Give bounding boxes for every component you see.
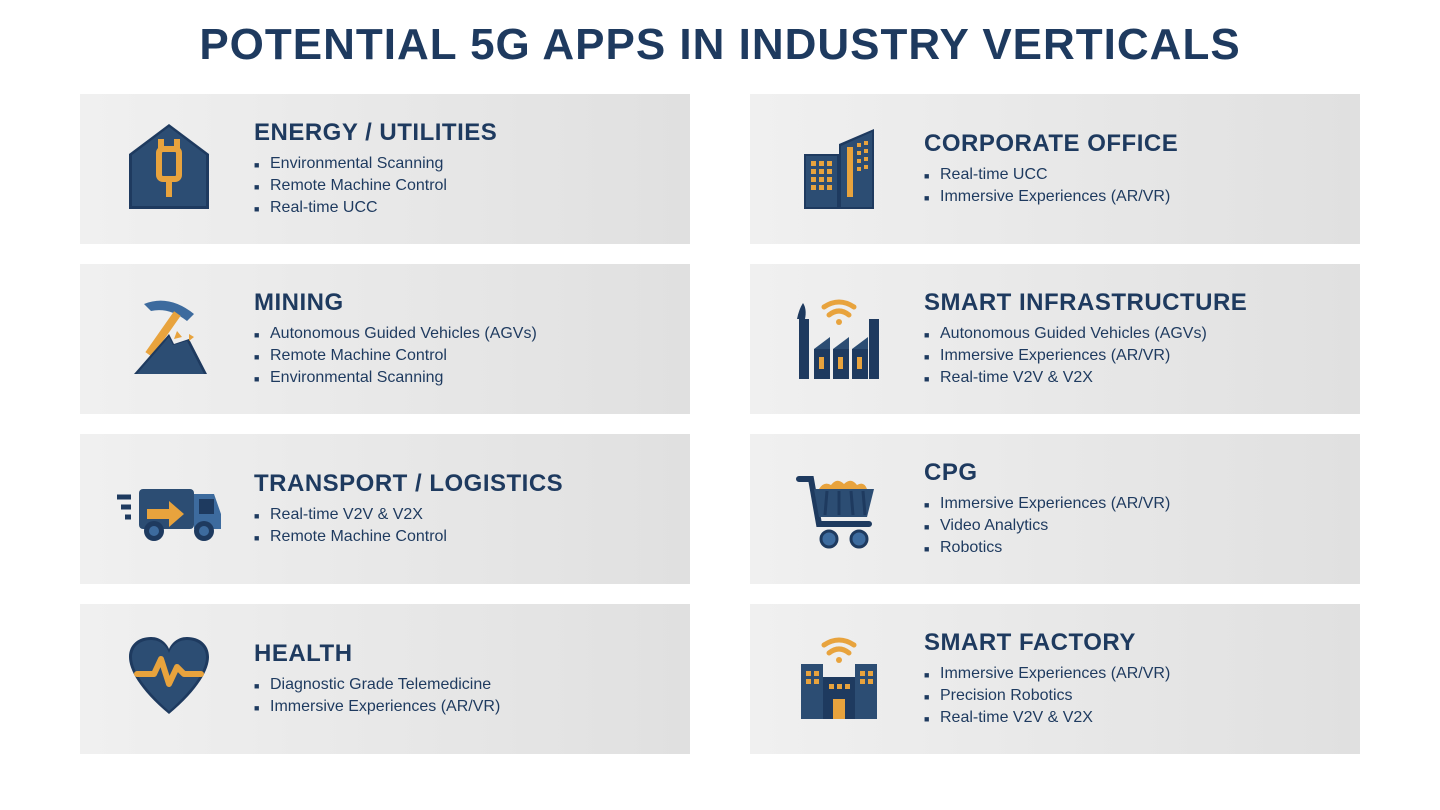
card-bullets: Autonomous Guided Vehicles (AGVs) Immers…: [924, 323, 1336, 389]
bullet: Immersive Experiences (AR/VR): [924, 345, 1336, 367]
card-health: HEALTH Diagnostic Grade Telemedicine Imm…: [80, 604, 690, 754]
card-bullets: Immersive Experiences (AR/VR) Video Anal…: [924, 493, 1336, 559]
bullet: Immersive Experiences (AR/VR): [924, 186, 1336, 208]
card-cpg: CPG Immersive Experiences (AR/VR) Video …: [750, 434, 1360, 584]
bullet: Environmental Scanning: [254, 367, 666, 389]
card-title: MINING: [254, 289, 666, 317]
card-bullets: Immersive Experiences (AR/VR) Precision …: [924, 663, 1336, 729]
card-title: SMART INFRASTRUCTURE: [924, 289, 1336, 317]
bullet: Real-time UCC: [924, 164, 1336, 186]
bullet: Diagnostic Grade Telemedicine: [254, 674, 666, 696]
card-title: TRANSPORT / LOGISTICS: [254, 470, 666, 498]
bullet: Remote Machine Control: [254, 175, 666, 197]
bullet: Immersive Experiences (AR/VR): [924, 663, 1336, 685]
card-bullets: Environmental Scanning Remote Machine Co…: [254, 153, 666, 219]
bullet: Remote Machine Control: [254, 526, 666, 548]
card-energy: ENERGY / UTILITIES Environmental Scannin…: [80, 94, 690, 244]
card-office: CORPORATE OFFICE Real-time UCC Immersive…: [750, 94, 1360, 244]
bullet: Precision Robotics: [924, 685, 1336, 707]
factory-icon: [774, 624, 904, 734]
card-bullets: Diagnostic Grade Telemedicine Immersive …: [254, 674, 666, 718]
bullet: Real-time V2V & V2X: [924, 707, 1336, 729]
health-icon: [104, 624, 234, 734]
card-infrastructure: SMART INFRASTRUCTURE Autonomous Guided V…: [750, 264, 1360, 414]
energy-icon: [104, 114, 234, 224]
bullet: Video Analytics: [924, 515, 1336, 537]
mining-icon: [104, 284, 234, 394]
bullet: Autonomous Guided Vehicles (AGVs): [254, 323, 666, 345]
bullet: Real-time V2V & V2X: [924, 367, 1336, 389]
card-title: ENERGY / UTILITIES: [254, 119, 666, 147]
bullet: Robotics: [924, 537, 1336, 559]
card-transport: TRANSPORT / LOGISTICS Real-time V2V & V2…: [80, 434, 690, 584]
card-title: CORPORATE OFFICE: [924, 130, 1336, 158]
card-title: CPG: [924, 459, 1336, 487]
bullet: Remote Machine Control: [254, 345, 666, 367]
card-bullets: Real-time V2V & V2X Remote Machine Contr…: [254, 504, 666, 548]
transport-icon: [104, 454, 234, 564]
card-bullets: Real-time UCC Immersive Experiences (AR/…: [924, 164, 1336, 208]
card-grid: ENERGY / UTILITIES Environmental Scannin…: [80, 94, 1360, 754]
bullet: Autonomous Guided Vehicles (AGVs): [924, 323, 1336, 345]
card-bullets: Autonomous Guided Vehicles (AGVs) Remote…: [254, 323, 666, 389]
cpg-icon: [774, 454, 904, 564]
card-mining: MINING Autonomous Guided Vehicles (AGVs)…: [80, 264, 690, 414]
bullet: Environmental Scanning: [254, 153, 666, 175]
card-title: SMART FACTORY: [924, 629, 1336, 657]
bullet: Real-time UCC: [254, 197, 666, 219]
page-title: POTENTIAL 5G APPS IN INDUSTRY VERTICALS: [80, 20, 1360, 70]
bullet: Real-time V2V & V2X: [254, 504, 666, 526]
bullet: Immersive Experiences (AR/VR): [254, 696, 666, 718]
card-factory: SMART FACTORY Immersive Experiences (AR/…: [750, 604, 1360, 754]
office-icon: [774, 114, 904, 224]
infrastructure-icon: [774, 284, 904, 394]
card-title: HEALTH: [254, 640, 666, 668]
bullet: Immersive Experiences (AR/VR): [924, 493, 1336, 515]
